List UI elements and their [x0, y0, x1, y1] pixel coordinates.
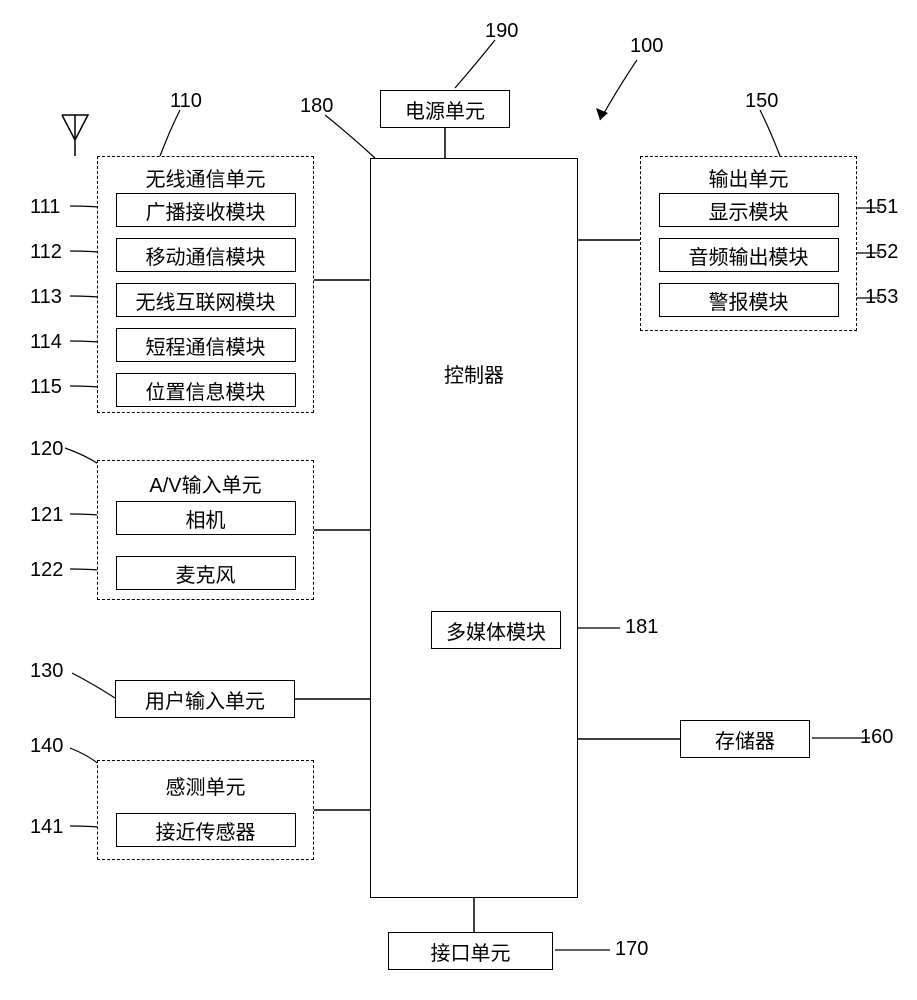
camera-box: 相机	[116, 501, 296, 535]
ref-122: 122	[30, 559, 63, 582]
ref-100: 100	[630, 35, 663, 58]
av-input-title: A/V输入单元	[98, 469, 313, 498]
ref-153: 153	[865, 286, 898, 309]
ref-181: 181	[625, 616, 658, 639]
ref-110: 110	[170, 90, 202, 113]
wireless-unit-group: 无线通信单元 广播接收模块 移动通信模块 无线互联网模块 短程通信模块 位置信息…	[97, 156, 314, 413]
multimedia-module-box: 多媒体模块	[431, 611, 561, 649]
power-unit-box: 电源单元	[380, 90, 510, 128]
microphone-box: 麦克风	[116, 556, 296, 590]
ref-150: 150	[745, 90, 778, 113]
user-input-box: 用户输入单元	[115, 680, 295, 718]
proximity-box: 接近传感器	[116, 813, 296, 847]
ref-170: 170	[615, 938, 648, 961]
alarm-module-box: 警报模块	[659, 283, 839, 317]
interface-unit-box: 接口单元	[388, 932, 553, 970]
ref-112: 112	[30, 241, 62, 264]
ref-111: 111	[30, 196, 60, 219]
mobile-comm-box: 移动通信模块	[116, 238, 296, 272]
controller-box: 控制器 多媒体模块	[370, 158, 578, 898]
sensing-unit-title: 感测单元	[98, 771, 313, 800]
ref-114: 114	[30, 331, 62, 354]
diagram-canvas: 190 100 110 180 150 111 112 113 114 115 …	[0, 0, 917, 1000]
ref-130: 130	[30, 660, 63, 683]
display-module-box: 显示模块	[659, 193, 839, 227]
ref-190: 190	[485, 20, 518, 43]
ref-115: 115	[30, 376, 62, 399]
ref-141: 141	[30, 816, 63, 839]
location-info-box: 位置信息模块	[116, 373, 296, 407]
ref-121: 121	[30, 504, 63, 527]
memory-box: 存储器	[680, 720, 810, 758]
ref-140: 140	[30, 735, 63, 758]
ref-152: 152	[865, 241, 898, 264]
ref-180: 180	[300, 95, 333, 118]
ref-160: 160	[860, 726, 893, 749]
audio-out-box: 音频输出模块	[659, 238, 839, 272]
broadcast-rx-box: 广播接收模块	[116, 193, 296, 227]
output-unit-title: 输出单元	[641, 163, 856, 192]
ref-120: 120	[30, 438, 63, 461]
wireless-unit-title: 无线通信单元	[98, 163, 313, 192]
controller-label: 控制器	[371, 359, 577, 388]
sensing-unit-group: 感测单元 接近传感器	[97, 760, 314, 860]
wireless-internet-box: 无线互联网模块	[116, 283, 296, 317]
short-range-box: 短程通信模块	[116, 328, 296, 362]
ref-151: 151	[865, 196, 898, 219]
ref-113: 113	[30, 286, 62, 309]
output-unit-group: 输出单元 显示模块 音频输出模块 警报模块	[640, 156, 857, 331]
av-input-group: A/V输入单元 相机 麦克风	[97, 460, 314, 600]
